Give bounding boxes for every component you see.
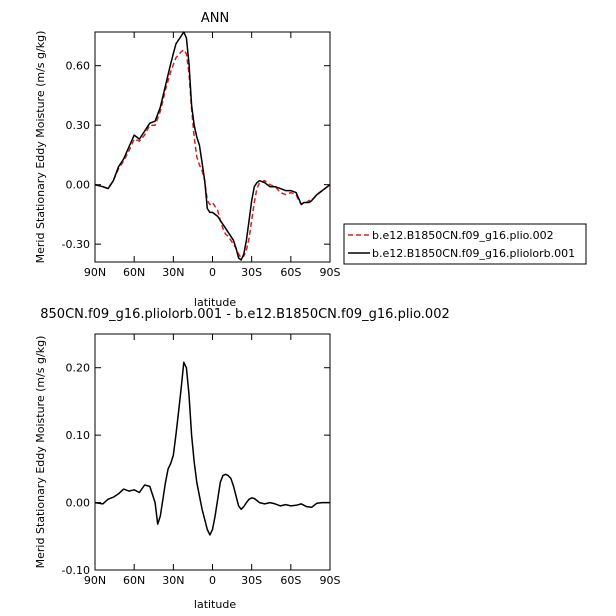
x-tick-label: 60S <box>280 574 301 587</box>
x-tick-label: 60S <box>280 266 301 279</box>
y-tick-label: 0.30 <box>66 119 91 132</box>
x-tick-label: 0 <box>209 574 216 587</box>
x-tick-label: 30N <box>162 574 184 587</box>
x-axis-label: latitude <box>194 296 236 309</box>
x-tick-label: 60N <box>123 266 145 279</box>
panel-annual-mean: ANN 90N 60N 30N 0 30S 60S 90S 0.60 0.30 0.00 -0.30… <box>34 11 587 309</box>
x-tick-label: 90N <box>84 574 106 587</box>
x-tick-label: 30S <box>241 574 262 587</box>
chart-title: ANN <box>201 11 229 26</box>
x-tick-label: 0 <box>209 266 216 279</box>
y-axis-label: Merid Stationary Eddy Moisture (m/s g/kg… <box>34 31 47 264</box>
chart-title: 850CN.f09_g16.pliolorb.001 - b.e12.B1850… <box>40 307 449 322</box>
y-tick-label: 0.10 <box>66 429 91 442</box>
x-tick-label: 30N <box>162 266 184 279</box>
y-tick-label: 0.00 <box>66 497 91 510</box>
y-tick-label: -0.10 <box>62 564 90 577</box>
x-tick-label: 90S <box>320 574 341 587</box>
x-tick-label: 60N <box>123 574 145 587</box>
y-tick-label: -0.30 <box>62 238 90 251</box>
series-line-plio <box>94 49 331 259</box>
panel-difference: 850CN.f09_g16.pliolorb.001 - b.e12.B1850… <box>34 307 450 611</box>
x-tick-label: 30S <box>241 266 262 279</box>
legend: b.e12.B1850CN.f09_g16.plio.002 b.e12.B18… <box>343 223 587 265</box>
y-axis-label: Merid Stationary Eddy Moisture (m/s g/kg… <box>34 336 47 569</box>
x-axis-label: latitude <box>194 598 236 611</box>
legend-box <box>343 223 587 265</box>
y-tick-label: 0.60 <box>66 60 91 73</box>
series-line-pliolorb <box>94 31 331 261</box>
plot-frame <box>94 333 331 571</box>
legend-label-pliolorb: b.e12.B1850CN.f09_g16.pliolorb.001 <box>372 247 575 260</box>
legend-label-plio: b.e12.B1850CN.f09_g16.plio.002 <box>372 229 554 242</box>
series-line-difference <box>94 361 330 536</box>
x-tick-label: 90N <box>84 266 106 279</box>
y-tick-label: 0.00 <box>66 179 91 192</box>
y-tick-label: 0.20 <box>66 362 91 375</box>
x-tick-label: 90S <box>320 266 341 279</box>
plot-frame <box>94 31 331 263</box>
